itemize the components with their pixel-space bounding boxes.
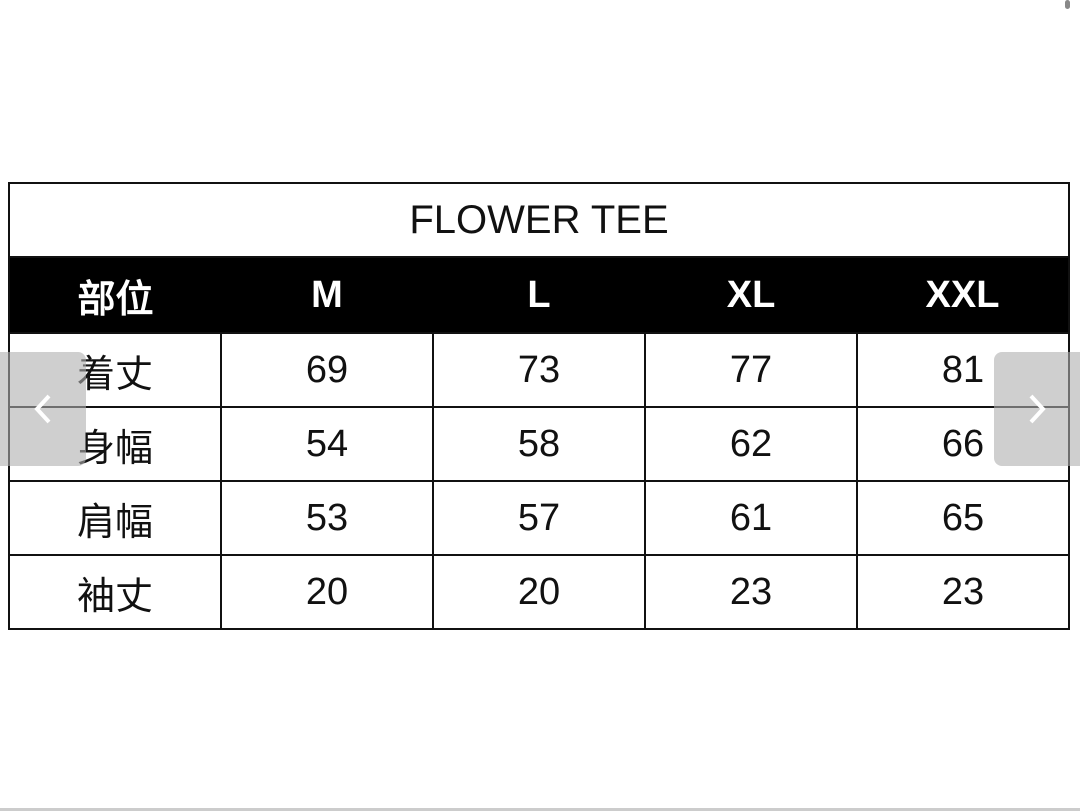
measurement-cell: 65: [856, 480, 1070, 556]
chevron-right-icon: [1029, 394, 1046, 424]
chevron-left-icon: [34, 394, 51, 424]
measurement-cell: 23: [856, 554, 1070, 630]
measurement-cell: 62: [644, 406, 858, 482]
table-row: 身幅 54 58 62 66: [8, 406, 1070, 482]
scrollbar[interactable]: [1065, 0, 1070, 9]
bottom-divider: [0, 808, 1080, 811]
header-cell: XL: [645, 256, 857, 334]
table-row: 着丈 69 73 77 81: [8, 332, 1070, 408]
header-cell: L: [433, 256, 645, 334]
measurement-cell: 77: [644, 332, 858, 408]
header-cell: XXL: [857, 256, 1070, 334]
size-chart-table: FLOWER TEE 部位 M L XL XXL 着丈 69 73 77 81 身幅 54 5…: [8, 182, 1070, 630]
previous-image-button[interactable]: [0, 352, 86, 466]
measurement-cell: 53: [220, 480, 434, 556]
row-label: 袖丈: [8, 554, 222, 630]
measurement-cell: 20: [432, 554, 646, 630]
header-cell: M: [221, 256, 433, 334]
measurement-cell: 58: [432, 406, 646, 482]
next-image-button[interactable]: [994, 352, 1080, 466]
measurement-cell: 20: [220, 554, 434, 630]
table-title: FLOWER TEE: [8, 182, 1070, 257]
row-label: 肩幅: [8, 480, 222, 556]
measurement-cell: 69: [220, 332, 434, 408]
measurement-cell: 57: [432, 480, 646, 556]
header-row: 部位 M L XL XXL: [8, 256, 1070, 334]
measurement-cell: 54: [220, 406, 434, 482]
measurement-cell: 73: [432, 332, 646, 408]
table-row: 肩幅 53 57 61 65: [8, 480, 1070, 556]
measurement-cell: 23: [644, 554, 858, 630]
header-cell: 部位: [8, 256, 221, 334]
measurement-cell: 61: [644, 480, 858, 556]
title-row: FLOWER TEE: [8, 182, 1070, 257]
table-row: 袖丈 20 20 23 23: [8, 554, 1070, 630]
